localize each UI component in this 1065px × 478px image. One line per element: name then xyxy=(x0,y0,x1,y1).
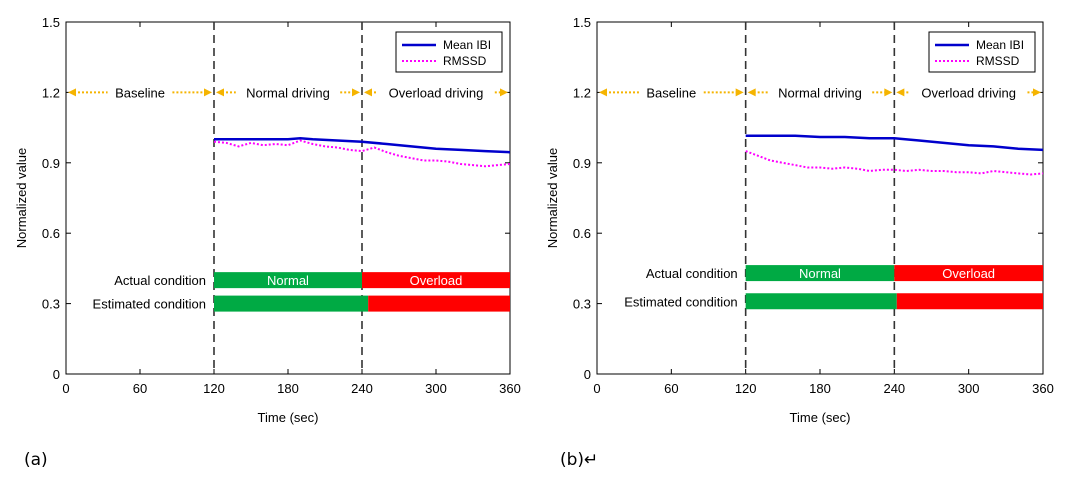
y-tick-label: 1.5 xyxy=(42,15,60,30)
x-tick-label: 0 xyxy=(593,381,600,396)
x-tick-label: 0 xyxy=(62,381,69,396)
y-axis-label: Normalized value xyxy=(14,148,29,248)
condition-segment xyxy=(894,265,1043,282)
chart-panel-1: 0 60 120 180 240 300 360 0 0.3 0.6 0.9 1.2 1.5 Time (… xyxy=(545,15,1054,425)
series-line-mean-ibi xyxy=(745,134,1044,152)
condition-segment-label: Normal xyxy=(267,273,309,288)
phase-arrowhead-left xyxy=(68,88,76,97)
x-tick-label: 300 xyxy=(425,381,447,396)
y-tick-label: 0 xyxy=(53,367,60,382)
plot-frame xyxy=(65,21,511,375)
condition-row-label: Actual condition xyxy=(646,266,738,281)
panel-label-b: (b)↵ xyxy=(560,450,599,470)
legend-label: RMSSD xyxy=(976,54,1020,68)
condition-row-label: Actual condition xyxy=(114,273,206,288)
y-tick-label: 1.5 xyxy=(573,15,591,30)
condition-segment-label: Overload xyxy=(942,266,995,281)
x-tick-label: 240 xyxy=(883,381,905,396)
legend-box xyxy=(395,31,503,73)
legend-label: Mean IBI xyxy=(976,38,1024,52)
phase-arrowhead-left xyxy=(364,88,372,97)
phase-label: Overload driving xyxy=(921,85,1016,100)
condition-segment xyxy=(368,295,510,312)
y-tick-label: 0.6 xyxy=(573,226,591,241)
x-tick-label: 360 xyxy=(1032,381,1054,396)
phase-arrowhead-right xyxy=(352,88,360,97)
condition-segment xyxy=(362,272,510,289)
phase-arrowhead-left xyxy=(599,88,607,97)
phase-label: Overload driving xyxy=(389,85,484,100)
y-tick-label: 0.6 xyxy=(42,226,60,241)
condition-row-label: Estimated condition xyxy=(624,294,737,309)
condition-segment xyxy=(745,265,895,282)
x-tick-label: 240 xyxy=(351,381,373,396)
condition-segment xyxy=(214,295,369,312)
series-line-mean-ibi xyxy=(214,136,511,154)
phase-arrowhead-right xyxy=(884,88,893,97)
x-tick-label: 60 xyxy=(664,381,678,396)
legend-box xyxy=(928,31,1036,73)
phase-label: Normal driving xyxy=(246,85,330,100)
x-tick-label: 300 xyxy=(958,381,980,396)
phase-arrowhead-left xyxy=(747,88,756,97)
condition-segment xyxy=(214,272,362,289)
condition-row-label: Estimated condition xyxy=(93,297,206,312)
x-tick-label: 120 xyxy=(203,381,225,396)
y-tick-label: 0.3 xyxy=(573,297,591,312)
series-line-rmssd xyxy=(213,139,511,168)
x-tick-label: 360 xyxy=(499,381,521,396)
phase-arrowhead-left xyxy=(896,88,905,97)
condition-segment-label: Normal xyxy=(799,266,841,281)
condition-segment xyxy=(896,293,1043,310)
phase-label: Baseline xyxy=(115,85,165,100)
phase-arrowhead-right xyxy=(500,88,508,97)
y-tick-label: 1.2 xyxy=(42,85,60,100)
y-tick-label: 1.2 xyxy=(573,85,591,100)
phase-label: Baseline xyxy=(646,85,696,100)
x-axis-label: Time (sec) xyxy=(258,410,319,425)
x-tick-label: 120 xyxy=(735,381,757,396)
condition-segment xyxy=(745,293,897,310)
x-tick-label: 180 xyxy=(809,381,831,396)
phase-arrowhead-right xyxy=(1033,88,1041,97)
legend-label: RMSSD xyxy=(443,54,487,68)
phase-arrowhead-right xyxy=(735,88,744,97)
legend-label: Mean IBI xyxy=(443,38,491,52)
y-tick-label: 0 xyxy=(584,367,591,382)
x-axis-label: Time (sec) xyxy=(790,410,851,425)
phase-label: Normal driving xyxy=(778,85,862,100)
y-axis-label: Normalized value xyxy=(545,148,560,248)
panel-label-a: (a) xyxy=(24,450,48,470)
chart-panel-0: 0 60 120 180 240 300 360 0 0.3 0.6 0.9 1.2 1.5 Time (… xyxy=(14,15,521,425)
y-tick-label: 0.9 xyxy=(42,156,60,171)
phase-arrowhead-right xyxy=(204,88,212,97)
condition-segment-label: Overload xyxy=(410,273,463,288)
plot-frame xyxy=(596,21,1044,375)
y-tick-label: 0.3 xyxy=(42,297,60,312)
phase-arrowhead-left xyxy=(216,88,224,97)
y-tick-label: 0.9 xyxy=(573,156,591,171)
x-tick-label: 60 xyxy=(133,381,147,396)
x-tick-label: 180 xyxy=(277,381,299,396)
